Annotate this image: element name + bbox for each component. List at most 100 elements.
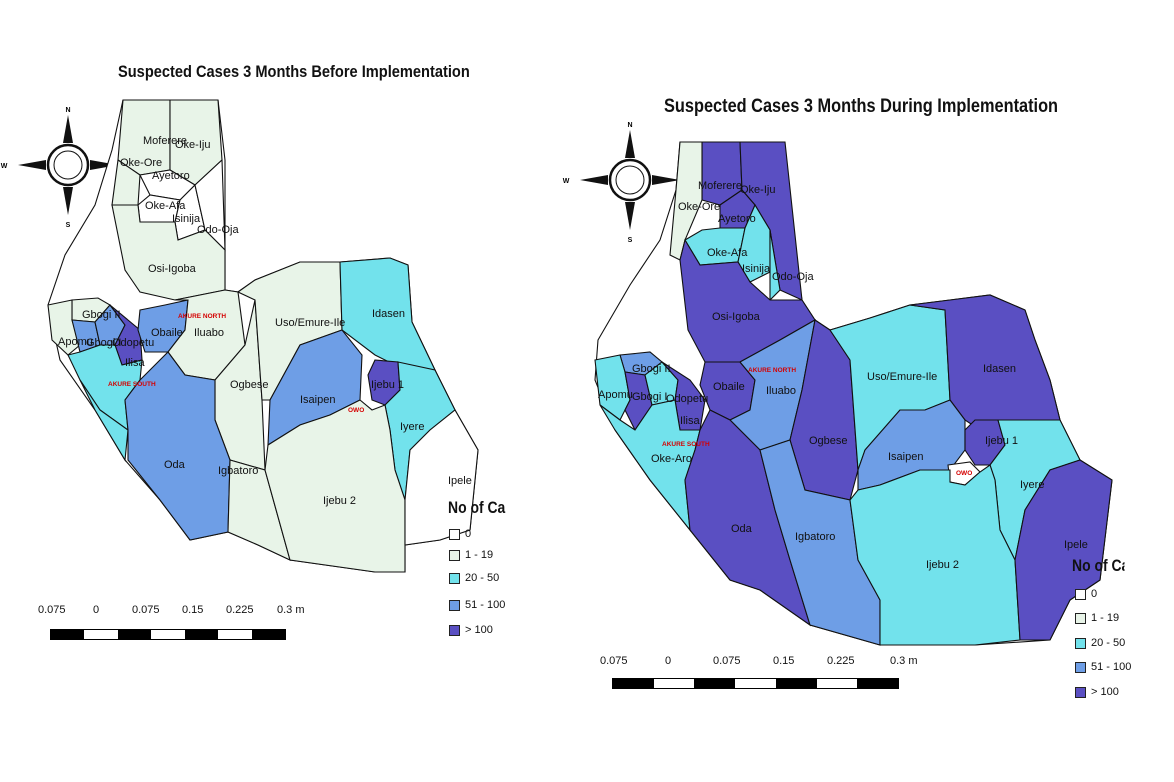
- label-ilisa: Ilisa: [680, 415, 700, 427]
- legend-label: > 100: [465, 624, 493, 636]
- legend-swatch: [1075, 686, 1086, 698]
- region-isaipen: [857, 399, 966, 491]
- label-gbogi2: Gbogi II: [82, 309, 121, 321]
- scale-tick: 0: [93, 604, 100, 616]
- label-odo-oja: Odo-Oja: [197, 224, 239, 236]
- label-ilisa: Ilisa: [125, 357, 145, 369]
- label-iluabo: Iluabo: [194, 327, 224, 339]
- legend-label: 20 - 50: [465, 572, 500, 584]
- scale-bar: [612, 678, 899, 689]
- choropleth-map-during: N S W E Moferere O: [563, 122, 1113, 646]
- label-ayetoro: Ayetoro: [152, 170, 190, 182]
- label-gbogi1: Gbogi I: [632, 391, 667, 403]
- compass-w: W: [1, 163, 8, 170]
- label-oke-iju: Oke-Iju: [740, 184, 775, 196]
- legend-swatch: [449, 624, 460, 636]
- label-owo: OWO: [348, 407, 364, 414]
- label-oke-ore: Oke-Ore: [120, 157, 162, 169]
- region-osi-igoba: [111, 204, 226, 301]
- legend-item-1-19: 1 - 19: [449, 547, 493, 563]
- label-akure-south: AKURE SOUTH: [662, 441, 710, 448]
- legend-label: 20 - 50: [1091, 637, 1126, 649]
- map-title: Suspected Cases 3 Months During Implemen…: [664, 96, 1059, 117]
- map-title: Suspected Cases 3 Months Before Implemen…: [118, 62, 470, 81]
- label-uso: Uso/Emure-Ile: [275, 317, 345, 329]
- label-ijebu1: Ijebu 1: [371, 379, 404, 391]
- legend-title: No of Cas: [1072, 556, 1124, 575]
- label-ijebu2: Ijebu 2: [926, 559, 959, 571]
- scale-tick: 0.15: [182, 604, 204, 616]
- scale-bar: [50, 629, 286, 640]
- scale-tick: 0.075: [38, 604, 66, 616]
- label-ogbese: Ogbese: [230, 379, 269, 391]
- legend-label: 0: [465, 528, 472, 540]
- label-oda: Oda: [164, 459, 186, 471]
- map-panel-before: Suspected Cases 3 Months Before Implemen…: [0, 0, 580, 782]
- scale-tick: 0.3 m: [890, 655, 918, 667]
- label-obaile: Obaile: [151, 327, 183, 339]
- legend-label: 51 - 100: [1091, 661, 1132, 673]
- region-ipele: [404, 409, 479, 546]
- label-isinija: Isinija: [742, 263, 771, 275]
- label-ipele: Ipele: [1064, 539, 1088, 551]
- scale-tick: 0.225: [827, 655, 855, 667]
- label-oke-afa: Oke-Afa: [707, 247, 748, 259]
- label-odopetu: Odopetu: [666, 393, 708, 405]
- compass-rose-icon: N S W E: [1, 107, 129, 229]
- region-ijebu2: [849, 464, 1021, 646]
- legend-swatch: [449, 528, 460, 540]
- compass-n: N: [627, 122, 632, 129]
- label-idasen: Idasen: [372, 308, 405, 320]
- scale-tick: 0: [665, 655, 672, 667]
- label-ayetoro: Ayetoro: [718, 213, 756, 225]
- legend-item-20-50: 20 - 50: [449, 570, 499, 586]
- legend-label: 51 - 100: [465, 599, 506, 611]
- label-ipele: Ipele: [448, 475, 472, 487]
- legend-swatch: [449, 599, 460, 611]
- choropleth-map-before: N S W E: [1, 99, 479, 573]
- scale-tick: 0.075: [600, 655, 628, 667]
- legend-item-20-50: 20 - 50: [1075, 635, 1125, 651]
- legend-item-1-19: 1 - 19: [1075, 610, 1119, 626]
- compass-rose-icon: N S W E: [563, 122, 691, 244]
- label-ogbese: Ogbese: [809, 435, 848, 447]
- region-ijebu2: [264, 399, 406, 573]
- legend-swatch: [1075, 661, 1086, 673]
- legend-label: 1 - 19: [465, 549, 494, 561]
- label-osi-igoba: Osi-Igoba: [148, 263, 197, 275]
- legend-title: No of Case: [448, 498, 506, 517]
- scale-tick: 0.075: [132, 604, 160, 616]
- label-oke-afa: Oke-Afa: [145, 200, 186, 212]
- scale-tick: 0.3 m: [277, 604, 305, 616]
- label-apomu: Apomu: [58, 336, 93, 348]
- compass-w: W: [563, 178, 570, 185]
- legend-swatch: [449, 549, 460, 561]
- label-gbogi1: Gbogi I: [86, 337, 121, 349]
- legend-item-100-plus: > 100: [449, 622, 493, 638]
- label-akure-north: AKURE NORTH: [178, 313, 226, 320]
- legend-item-51-100: 51 - 100: [449, 597, 505, 613]
- legend-item-51-100: 51 - 100: [1075, 659, 1131, 675]
- scale-tick: 0.225: [226, 604, 254, 616]
- region-igbatoro: [227, 459, 291, 562]
- legend-swatch: [1075, 588, 1086, 600]
- label-oda: Oda: [731, 523, 753, 535]
- label-gbogi2: Gbogi II: [632, 363, 671, 375]
- label-oke-aro: Oke-Aro: [651, 453, 692, 465]
- compass-s: S: [66, 222, 71, 229]
- label-osi-igoba: Osi-Igoba: [712, 311, 761, 323]
- label-ijebu1: Ijebu 1: [985, 435, 1018, 447]
- label-odo-oja: Odo-Oja: [772, 271, 814, 283]
- label-iyere: Iyere: [400, 421, 424, 433]
- label-iluabo: Iluabo: [766, 385, 796, 397]
- region-oke-aro: [79, 379, 129, 462]
- label-isaipen: Isaipen: [300, 394, 335, 406]
- label-idasen: Idasen: [983, 363, 1016, 375]
- label-oke-ore: Oke-Ore: [678, 201, 720, 213]
- legend-label: > 100: [1091, 686, 1119, 698]
- label-ijebu2: Ijebu 2: [323, 495, 356, 507]
- scale-tick: 0.15: [773, 655, 795, 667]
- label-iyere: Iyere: [1020, 479, 1044, 491]
- label-isinija: Isinija: [172, 213, 201, 225]
- label-oke-iju: Oke-Iju: [175, 139, 210, 151]
